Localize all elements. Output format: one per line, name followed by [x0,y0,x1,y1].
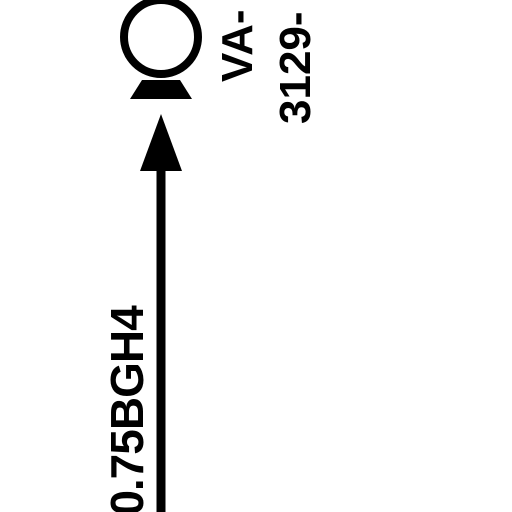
wire-direction-arrow [140,114,182,171]
wire-label: -0.75BGH4 [101,306,153,512]
connector-terminal-circle [120,0,202,78]
connector-label: VA- [213,9,262,82]
connector-part-number: 3129- [271,11,320,124]
connector-pin-arrowhead [130,80,192,99]
